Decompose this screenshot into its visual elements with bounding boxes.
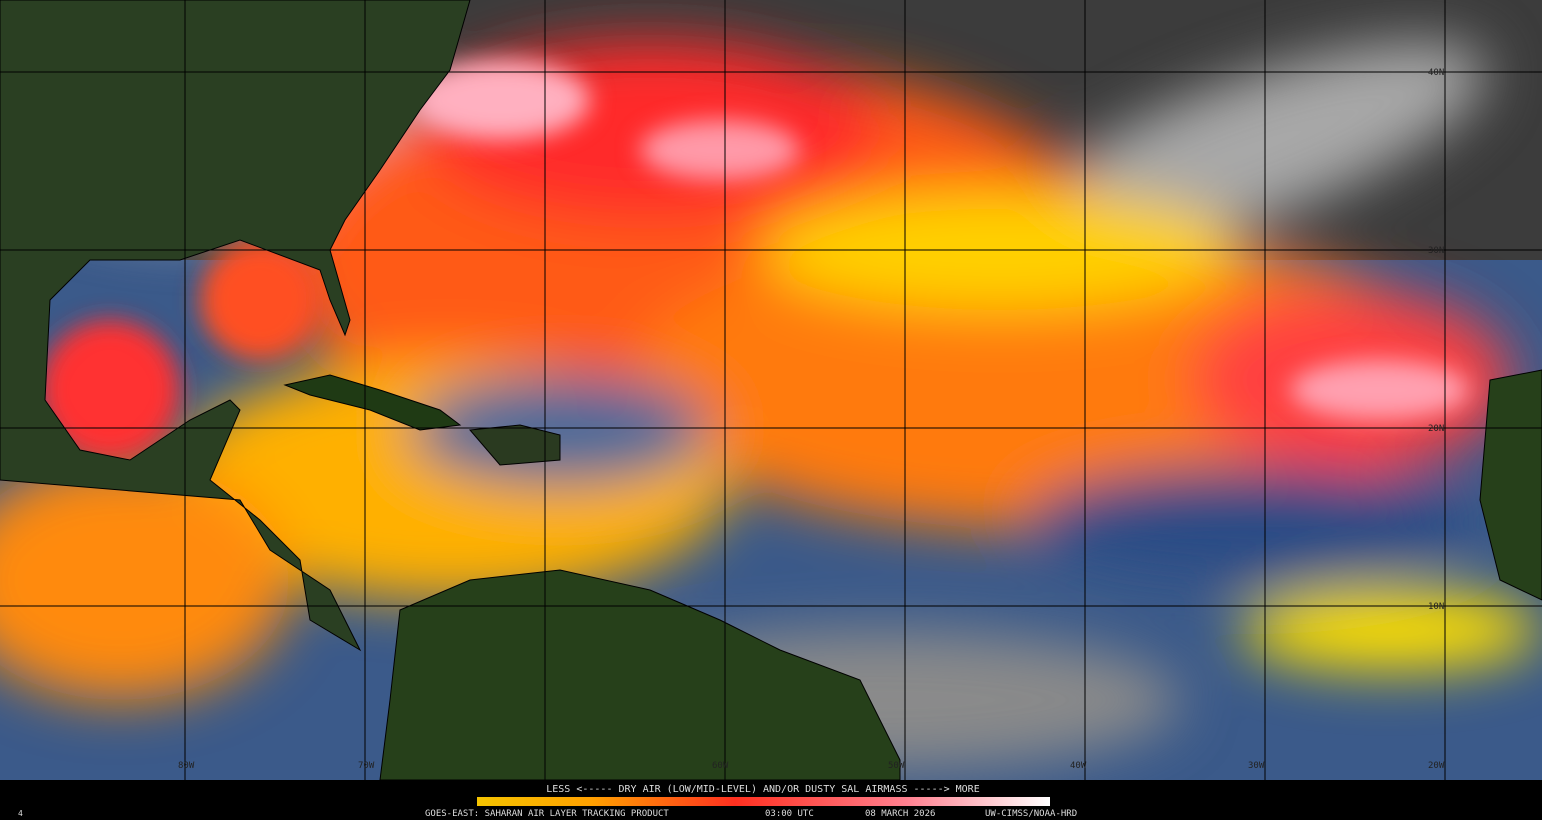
graticule — [0, 0, 1542, 780]
date: 08 MARCH 2026 — [865, 809, 935, 819]
longitude-label: 40W — [1070, 761, 1087, 771]
color-bar — [477, 797, 1050, 806]
longitude-label: 60W — [712, 761, 729, 771]
longitude-label: 30W — [1248, 761, 1265, 771]
latitude-label: 30N — [1428, 246, 1444, 256]
longitude-label: 50W — [888, 761, 905, 771]
product-name: GOES-EAST: SAHARAN AIR LAYER TRACKING PR… — [425, 809, 669, 819]
latitude-label: 10N — [1428, 602, 1444, 612]
time: 03:00 UTC — [765, 809, 814, 819]
corner-mark: 4 — [18, 809, 23, 818]
imagery — [0, 0, 1542, 781]
grid-labels: 80W 70W 60W 50W 40W 30W 20W 40N 30N 20N … — [178, 68, 1445, 771]
legend-caption: LESS <----- DRY AIR (LOW/MID-LEVEL) AND/… — [546, 784, 979, 795]
longitude-label: 20W — [1428, 761, 1445, 771]
latitude-label: 40N — [1428, 68, 1444, 78]
longitude-label: 80W — [178, 761, 195, 771]
latitude-label: 20N — [1428, 424, 1444, 434]
longitude-label: 70W — [358, 761, 375, 771]
credit: UW-CIMSS/NOAA-HRD — [985, 809, 1077, 819]
